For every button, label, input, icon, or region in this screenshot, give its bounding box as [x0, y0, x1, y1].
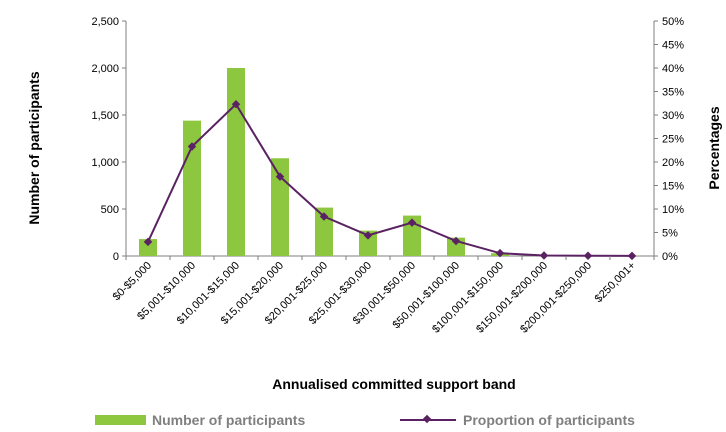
y-tick-label: 2,500 [91, 16, 119, 28]
legend-line-label: Proportion of participants [463, 412, 635, 428]
y2-tick-label: 40% [662, 63, 684, 75]
bar [315, 207, 333, 256]
y-tick-label: 2,000 [91, 63, 119, 75]
y2-tick-label: 45% [662, 40, 684, 52]
y-axis-title: Number of participants [26, 71, 42, 224]
line-marker [187, 142, 197, 151]
line-marker [495, 248, 505, 258]
y2-tick-label: 15% [662, 181, 684, 193]
line-marker [583, 251, 593, 261]
y-tick-label: 0 [113, 251, 119, 263]
y2-tick-label: 25% [662, 134, 684, 146]
line-marker [451, 236, 461, 246]
x-tick-label: $0-$5,000 [111, 260, 155, 304]
line-marker [363, 231, 373, 240]
y2-tick-label: 20% [662, 157, 684, 169]
line-marker [319, 212, 329, 221]
legend-bar-label: Number of participants [152, 412, 305, 428]
line-marker [407, 218, 417, 227]
x-axis-title: Annualised committed support band [272, 376, 515, 392]
y2-tick-label: 10% [662, 204, 684, 216]
y2-axis-title: Percentages [706, 106, 722, 189]
bar [139, 239, 157, 256]
legend-bar-swatch [95, 415, 146, 425]
y2-tick-label: 5% [662, 228, 678, 240]
y2-tick-label: 0% [662, 251, 678, 263]
line-marker [231, 99, 241, 109]
y2-tick-label: 35% [662, 87, 684, 99]
bar [227, 68, 245, 256]
line-marker [539, 251, 549, 260]
line-marker [275, 172, 285, 181]
y2-tick-label: 50% [662, 16, 684, 28]
y2-tick-label: 30% [662, 110, 684, 122]
legend-line-marker [422, 414, 432, 424]
line-marker [143, 237, 153, 247]
bar [359, 230, 377, 256]
bar [403, 215, 421, 256]
legend: Number of participants Proportion of par… [95, 412, 635, 428]
y-tick-label: 1,000 [91, 157, 119, 169]
proportion-line [147, 102, 633, 257]
bar [271, 158, 289, 256]
y-tick-label: 1,500 [91, 110, 119, 122]
y-tick-label: 500 [101, 204, 119, 216]
line-marker [627, 251, 637, 261]
x-tick-label: $250,001+ [593, 260, 638, 305]
